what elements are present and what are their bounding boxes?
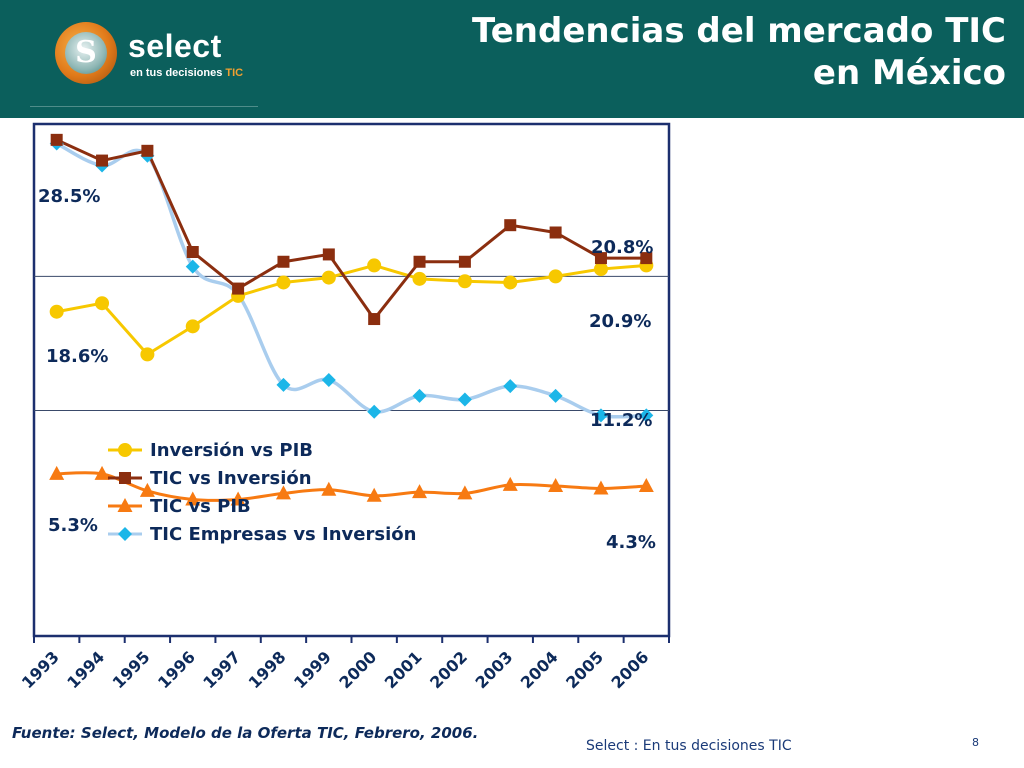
series-2-point — [594, 252, 607, 265]
slide-title-line-1: Tendencias del mercado TIC — [472, 11, 1006, 51]
x-tick-label: 1993 — [18, 647, 63, 692]
series-4-point — [548, 388, 563, 403]
source-note: Fuente: Select, Modelo de la Oferta TIC,… — [12, 724, 479, 742]
series-1-point — [548, 269, 563, 284]
series-4-point — [457, 392, 472, 407]
data-annotation: 11.2% — [590, 410, 652, 431]
x-tick-label: 2006 — [608, 647, 653, 692]
x-tick-label: 2002 — [426, 647, 471, 692]
x-tick-label: 2000 — [335, 647, 380, 692]
series-2-point — [640, 252, 653, 265]
series-4-point — [639, 408, 654, 423]
x-tick-label: 2001 — [381, 647, 426, 692]
x-tick-label: 1994 — [63, 647, 108, 692]
x-tick-label: 1997 — [199, 647, 244, 692]
legend-marker — [117, 498, 133, 512]
series-3-point — [94, 465, 110, 480]
data-annotation: 4.3% — [606, 532, 656, 553]
slide-title: Tendencias del mercado TIC en México — [472, 10, 1006, 94]
select-logo-icon: S — [55, 22, 117, 84]
series-2-point — [549, 226, 562, 239]
x-tick-label: 1996 — [154, 647, 199, 692]
legend-marker — [118, 443, 132, 457]
series-line-1 — [56, 263, 647, 356]
series-2-point — [232, 282, 245, 295]
series-2-point — [277, 255, 290, 268]
series-2-point — [322, 248, 335, 261]
series-1-point — [367, 258, 382, 273]
series-3-point — [366, 487, 382, 502]
legend-label: TIC vs PIB — [150, 496, 251, 517]
series-1-point — [457, 274, 472, 289]
data-annotation: 28.5% — [38, 186, 100, 207]
series-1-point — [49, 304, 64, 319]
x-tick-label: 1995 — [109, 647, 154, 692]
series-1-point — [185, 319, 200, 334]
x-tick-label: 1999 — [290, 647, 335, 692]
series-3-point — [139, 482, 155, 497]
slide-title-line-2: en México — [812, 53, 1006, 93]
series-1-point — [276, 275, 291, 290]
data-annotation: 20.8% — [591, 237, 653, 258]
page-number: 8 — [972, 736, 979, 749]
legend-marker — [118, 527, 132, 541]
series-3-point — [49, 465, 65, 480]
line-chart: 1993 1994 1995 1996 1997 1998 1999 2000 2001 2002… — [0, 118, 700, 718]
header-bar: S select en tus decisiones TIC Tendencia… — [0, 0, 1024, 118]
series-2-point — [368, 313, 381, 326]
series-3-point — [275, 485, 291, 500]
logo-tagline: en tus decisiones TIC — [130, 67, 244, 79]
series-3-point — [502, 476, 518, 491]
series-2-point — [186, 246, 199, 258]
series-4-point — [503, 379, 518, 394]
series-1-point — [503, 275, 518, 290]
series-4-point — [367, 404, 382, 419]
series-2-point — [458, 255, 471, 268]
x-tick-label: 2005 — [562, 647, 607, 692]
legend-label: TIC vs Inversión — [150, 468, 312, 489]
series-3-point — [593, 480, 609, 495]
data-annotation: 5.3% — [48, 515, 98, 536]
footer-brand: Select : En tus decisiones TIC — [586, 738, 792, 754]
series-3-point — [638, 478, 654, 493]
x-tick-label: 2004 — [517, 647, 562, 692]
x-tick-label: 1998 — [245, 647, 290, 692]
series-2-point — [96, 154, 109, 167]
series-4-point — [593, 408, 608, 423]
series-4-point — [412, 388, 427, 403]
series-1-point — [412, 271, 427, 286]
series-4-point — [276, 377, 291, 392]
series-3-point — [412, 484, 428, 499]
series-line-2 — [56, 138, 647, 321]
series-3-point — [457, 485, 473, 500]
legend-label: TIC Empresas vs Inversión — [150, 524, 416, 545]
series-2-point — [50, 133, 63, 146]
x-tick-label: 2003 — [471, 647, 516, 692]
series-1-point — [593, 262, 608, 277]
series-3-point — [321, 481, 337, 496]
series-1-point — [140, 347, 155, 362]
series-3-point — [548, 478, 564, 493]
logo-wordmark: select — [128, 28, 222, 64]
series-1-point — [321, 270, 336, 285]
legend-marker — [119, 472, 131, 484]
series-2-point — [504, 219, 517, 232]
series-3-point — [230, 491, 246, 506]
legend-label: Inversión vs PIB — [150, 440, 313, 461]
series-2-point — [413, 255, 426, 268]
series-1-point — [95, 296, 110, 311]
series-4-point — [185, 259, 200, 274]
logo-underline — [30, 106, 258, 107]
series-3-point — [185, 491, 201, 506]
series-4-point — [321, 373, 336, 387]
data-annotation: 18.6% — [46, 346, 108, 367]
plot-area-frame — [32, 122, 671, 638]
series-2-point — [141, 144, 154, 157]
data-annotation: 20.9% — [589, 311, 651, 332]
